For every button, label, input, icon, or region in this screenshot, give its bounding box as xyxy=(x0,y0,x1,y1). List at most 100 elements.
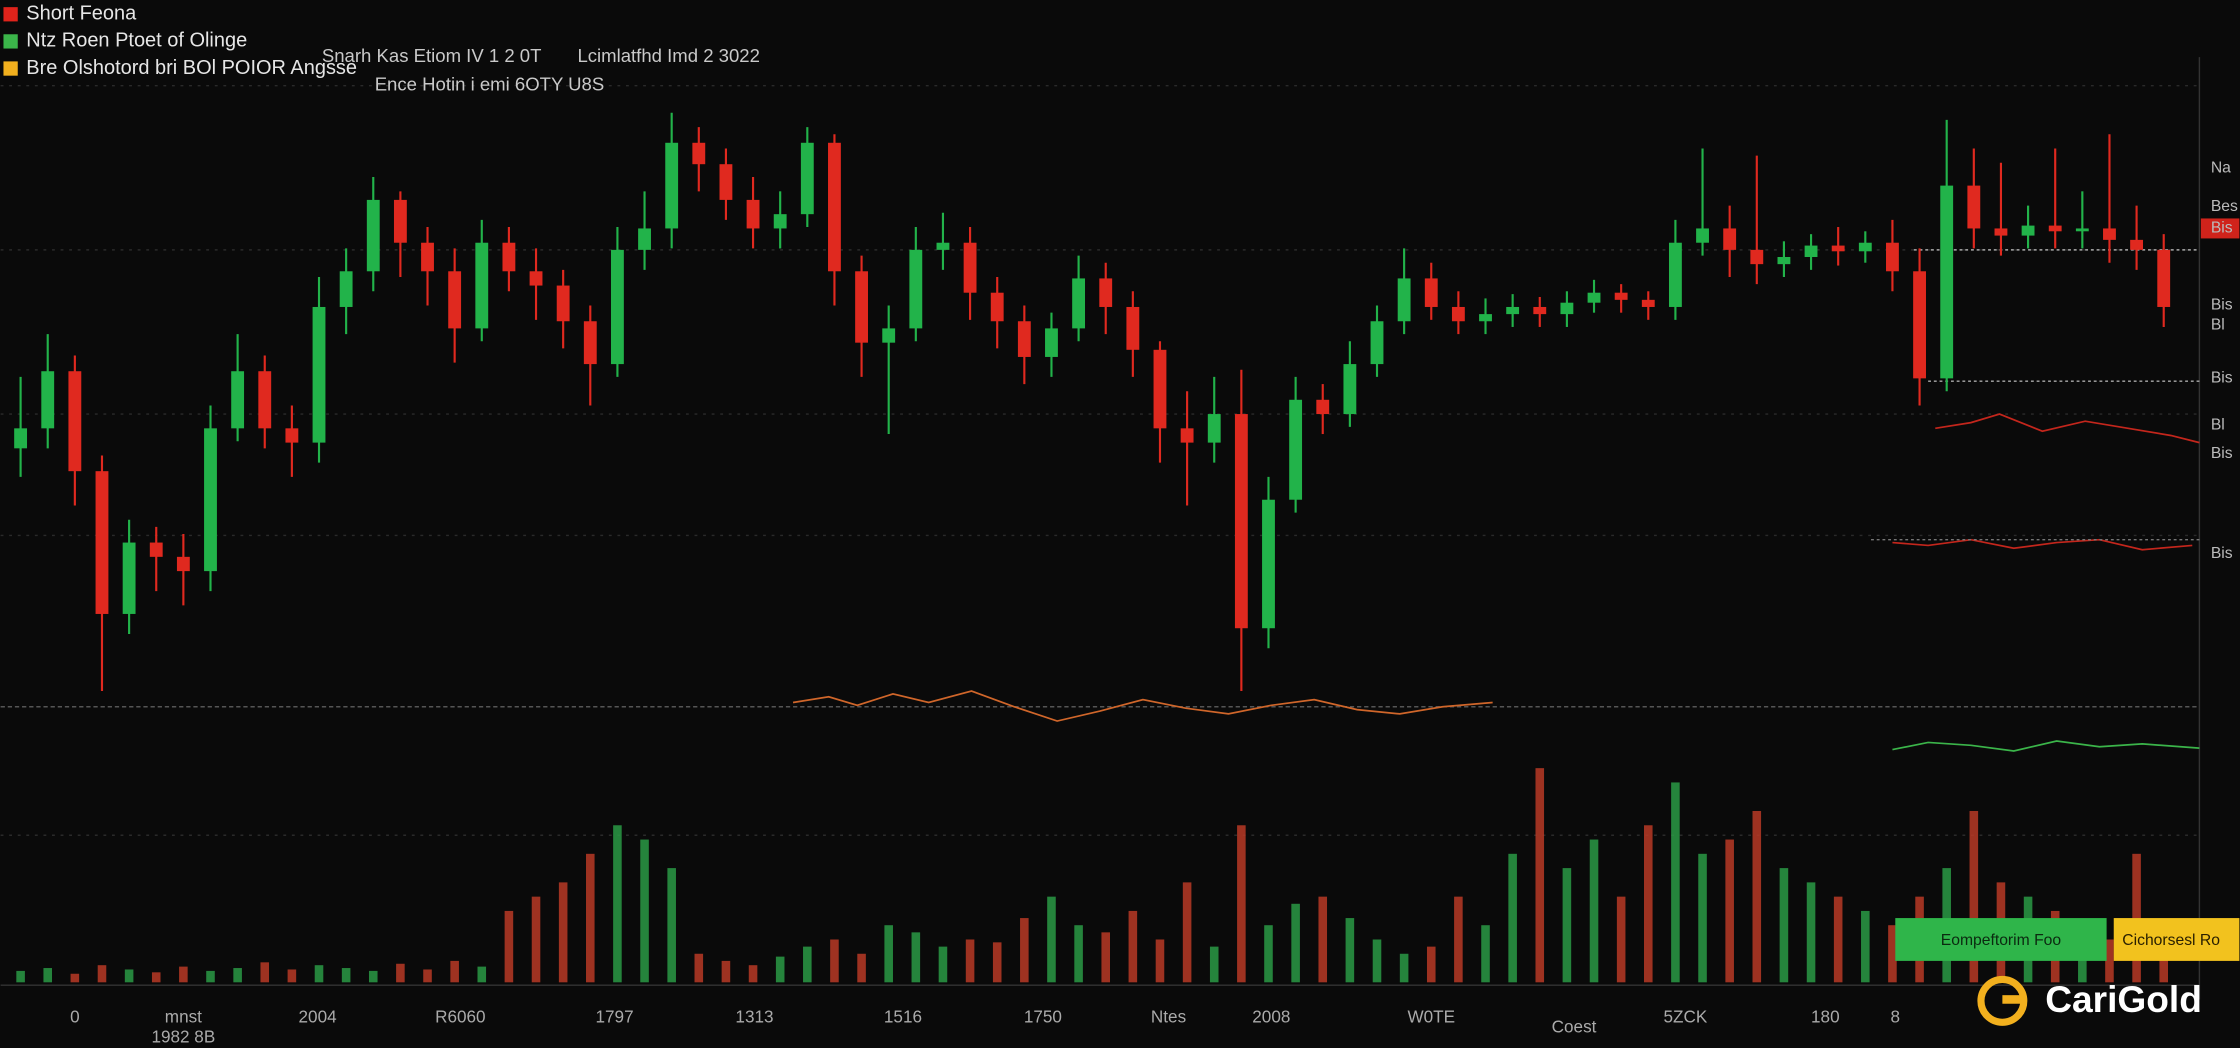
candle-body xyxy=(176,556,190,572)
candle-body xyxy=(1994,228,2008,236)
candle-body xyxy=(2130,239,2144,250)
button-label[interactable]: Cichorsesl Ro xyxy=(2122,932,2220,949)
volume-bar xyxy=(694,953,704,983)
volume-bar xyxy=(1671,782,1680,983)
volume-bar xyxy=(1264,925,1273,983)
volume-bar xyxy=(16,970,25,983)
brand: CariGold xyxy=(1977,975,2202,1026)
x-label: 180 xyxy=(1811,1007,1840,1027)
volume-bar xyxy=(857,953,866,983)
candle-body xyxy=(1424,278,1438,307)
volume-bar xyxy=(884,925,893,983)
volume-bar xyxy=(1888,925,1897,983)
candle-body xyxy=(1153,349,1167,429)
candle-body xyxy=(1750,249,1764,265)
header-note: Snarh Kas Etiom IV 1 2 0T xyxy=(322,45,542,66)
candle-body xyxy=(1397,278,1411,322)
x-label: Coest xyxy=(1552,1017,1597,1037)
candle-body xyxy=(1668,242,1682,307)
volume-bar xyxy=(1508,853,1517,983)
candle-body xyxy=(1886,242,1899,272)
candle-body xyxy=(1316,399,1330,415)
grid xyxy=(0,57,2201,1000)
candle-body xyxy=(231,371,245,429)
volume-bar xyxy=(1426,946,1436,983)
candle-body xyxy=(448,271,462,329)
candle-body xyxy=(746,199,760,229)
volume-bar xyxy=(586,853,595,983)
volume-bar xyxy=(1318,896,1328,983)
x-label: 1982 8B xyxy=(151,1027,215,1047)
button[interactable] xyxy=(1895,918,2107,961)
x-label: R6060 xyxy=(435,1007,485,1027)
right-label: Bis xyxy=(2211,445,2233,462)
price-tag xyxy=(2200,218,2240,239)
candle-body xyxy=(610,249,624,365)
button[interactable] xyxy=(2113,918,2240,961)
candle-body xyxy=(1180,428,1194,443)
candle-body xyxy=(1696,228,1709,243)
legend-label: Bre Olshotord bri BOl POIOR Angsse xyxy=(26,57,357,79)
right-label: Bes xyxy=(2211,198,2238,215)
candle-body xyxy=(2103,228,2116,240)
x-label: W0TE xyxy=(1407,1007,1455,1027)
candle-body xyxy=(638,228,651,250)
candle-body xyxy=(1017,321,1031,357)
candle-body xyxy=(339,271,353,307)
candle-body xyxy=(773,214,787,229)
candle-body xyxy=(882,328,896,343)
volume-bar xyxy=(1779,868,1789,983)
candle-body xyxy=(1479,314,1492,322)
volume-bar xyxy=(721,960,731,983)
x-label: 1516 xyxy=(884,1007,922,1027)
candle-body xyxy=(68,371,82,472)
candle-body xyxy=(719,164,733,200)
volume-bar xyxy=(1725,839,1734,983)
volume-bar xyxy=(1833,896,1843,983)
candles xyxy=(14,112,2171,692)
candle-body xyxy=(665,142,679,229)
overlay-line xyxy=(1892,413,2200,551)
candle-body xyxy=(502,242,516,272)
candle-body xyxy=(41,371,55,429)
x-label: mnst xyxy=(165,1007,202,1027)
volume-bar xyxy=(1209,946,1219,983)
candle-body xyxy=(1533,306,1547,315)
candle-body xyxy=(909,249,923,329)
volume-bar xyxy=(1101,932,1111,983)
volume xyxy=(16,768,2168,983)
volume-bar xyxy=(1020,918,1029,983)
button-label[interactable]: Eompeftorim Foo xyxy=(1941,932,2062,949)
brand-name: CariGold xyxy=(2045,978,2202,1020)
candle-body xyxy=(149,542,163,557)
candle-body xyxy=(1370,321,1384,365)
candle-body xyxy=(800,142,814,215)
volume-bar xyxy=(1969,810,1979,983)
volume-bar xyxy=(504,910,514,983)
volume-bar xyxy=(531,896,541,983)
candle-body xyxy=(692,142,706,165)
candle-body xyxy=(1099,278,1113,307)
right-label: Bl xyxy=(2211,317,2225,334)
x-label: 2004 xyxy=(299,1007,338,1027)
candle-body xyxy=(1262,499,1275,629)
candle-body xyxy=(421,242,434,272)
candle-body xyxy=(1072,278,1086,329)
candle-body xyxy=(529,271,543,286)
legend: Short Feona Ntz Roen Ptoet of Olinge Bre O… xyxy=(3,3,357,79)
volume-bar xyxy=(341,968,351,983)
volume-bar xyxy=(992,942,1002,983)
candle-body xyxy=(828,142,841,272)
candle-body xyxy=(2157,249,2171,307)
volume-bar xyxy=(558,882,568,983)
candle-body xyxy=(1451,306,1465,322)
right-label: Bis xyxy=(2211,545,2233,562)
oscillator-line xyxy=(792,690,1493,722)
right-label: Bis xyxy=(2211,370,2233,387)
candle-body xyxy=(1913,271,1926,379)
candle-body xyxy=(1234,414,1248,629)
volume-bar xyxy=(2159,953,2168,983)
candle-body xyxy=(556,285,570,322)
